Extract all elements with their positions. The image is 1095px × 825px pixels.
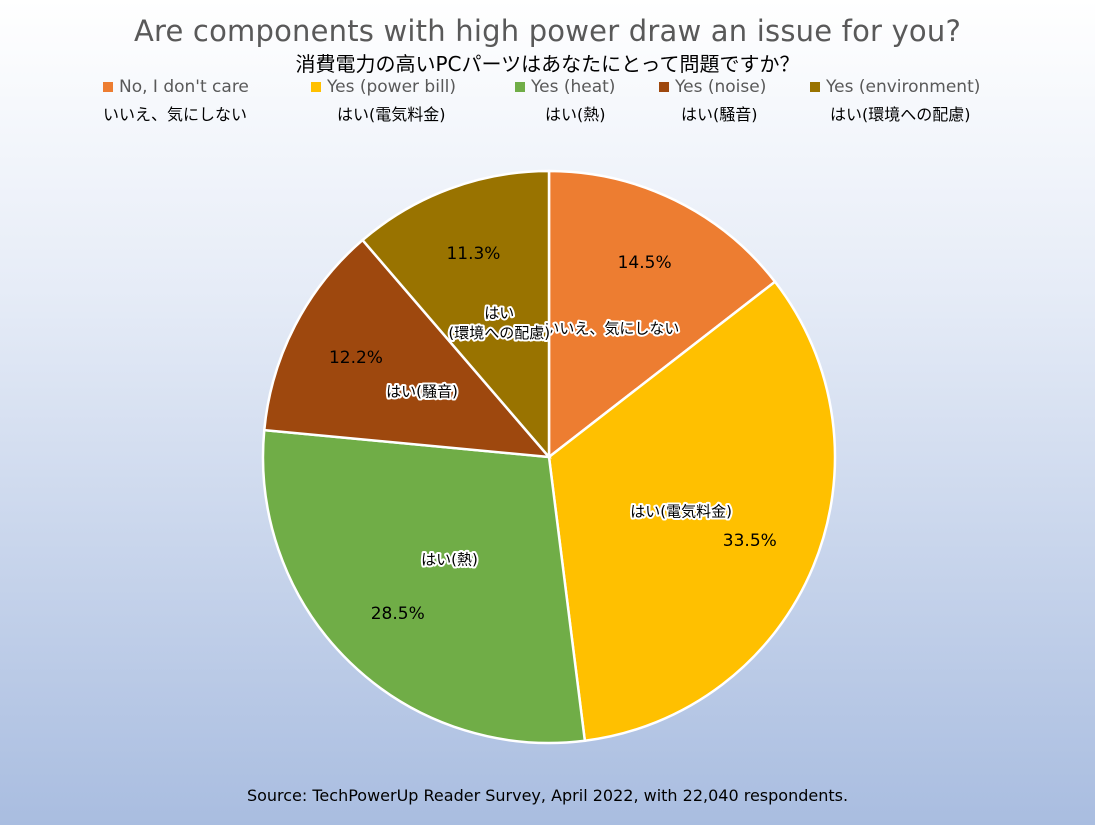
slice-category-label: はい [484, 304, 514, 322]
legend-label: Yes (environment) [826, 77, 981, 97]
chart-subtitle: 消費電力の高いPCパーツはあなたにとって問題ですか？ [295, 52, 800, 76]
chart-title: Are components with high power draw an i… [133, 14, 962, 48]
legend-item-power-bill: Yes (power bill) はい(電気料金) [311, 77, 456, 125]
slice-value-label: 28.5% [371, 604, 425, 624]
legend-item-no-dont-care: No, I don't care いいえ、気にしない [103, 77, 249, 125]
legend-label-ja: はい(熱) [545, 105, 606, 124]
legend-item-environment: Yes (environment) はい(環境への配慮) [810, 77, 980, 125]
pie-slice [547, 279, 837, 743]
slice-value-label: 11.3% [446, 244, 500, 264]
legend-item-noise: Yes (noise) はい(騒音) [659, 77, 766, 125]
pie-slice [547, 169, 777, 460]
legend-label: No, I don't care [119, 77, 249, 97]
legend-label: Yes (noise) [675, 77, 767, 97]
legend-label: Yes (power bill) [327, 77, 457, 97]
legend-label-ja: はい(騒音) [681, 105, 758, 124]
pie-slice [261, 428, 587, 745]
slice-category-label: (環境への配慮) [448, 324, 550, 342]
legend-swatch [810, 82, 820, 92]
legend-label-ja: いいえ、気にしない [103, 105, 248, 124]
legend-label: Yes (heat) [531, 77, 616, 97]
legend-item-heat: Yes (heat) はい(熱) [515, 77, 615, 125]
slice-value-label: 33.5% [723, 531, 777, 551]
legend-swatch [103, 82, 113, 92]
slice-value-label: 12.2% [329, 348, 383, 368]
pie-slice [360, 169, 551, 461]
legend-swatch [515, 82, 525, 92]
slice-category-label: はい(電気料金) [630, 503, 732, 521]
slice-category-label: はい(騒音) [386, 382, 458, 400]
legend-label-ja: はい(環境への配慮) [830, 105, 971, 124]
pie-slice [262, 238, 552, 459]
legend-swatch [659, 82, 669, 92]
source-note: Source: TechPowerUp Reader Survey, April… [246, 786, 849, 805]
slice-category-label: はい(熱) [421, 551, 478, 569]
slice-category-label: いいえ、気にしない [544, 320, 679, 338]
legend-swatch [311, 82, 321, 92]
slice-value-label: 14.5% [618, 253, 672, 273]
legend-label-ja: はい(電気料金) [337, 105, 446, 124]
